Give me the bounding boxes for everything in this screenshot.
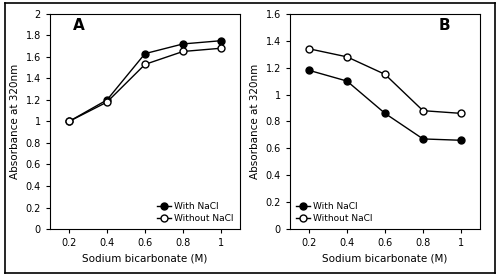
Text: A: A [73, 18, 85, 33]
Line: Without NaCl: Without NaCl [306, 45, 464, 117]
Y-axis label: Absorbance at 320nm: Absorbance at 320nm [10, 64, 20, 179]
With NaCl [344, 79, 350, 83]
With NaCl [104, 98, 110, 102]
With NaCl [66, 120, 72, 123]
With NaCl [382, 112, 388, 115]
With NaCl [306, 69, 312, 72]
Line: With NaCl: With NaCl [306, 67, 464, 144]
Without NaCl [344, 55, 350, 59]
Without NaCl [180, 50, 186, 53]
Line: With NaCl: With NaCl [66, 37, 224, 125]
Without NaCl [382, 73, 388, 76]
X-axis label: Sodium bicarbonate (M): Sodium bicarbonate (M) [82, 254, 208, 264]
With NaCl [218, 39, 224, 42]
With NaCl [458, 139, 464, 142]
Legend: With NaCl, Without NaCl: With NaCl, Without NaCl [294, 200, 375, 225]
Without NaCl [104, 100, 110, 104]
With NaCl [142, 52, 148, 55]
Without NaCl [420, 109, 426, 112]
Legend: With NaCl, Without NaCl: With NaCl, Without NaCl [155, 200, 236, 225]
With NaCl [420, 137, 426, 140]
X-axis label: Sodium bicarbonate (M): Sodium bicarbonate (M) [322, 254, 448, 264]
Line: Without NaCl: Without NaCl [66, 45, 224, 125]
Without NaCl [142, 63, 148, 66]
Without NaCl [458, 112, 464, 115]
Y-axis label: Absorbance at 320nm: Absorbance at 320nm [250, 64, 260, 179]
Without NaCl [218, 47, 224, 50]
Without NaCl [306, 47, 312, 51]
With NaCl [180, 42, 186, 46]
Text: B: B [438, 18, 450, 33]
Without NaCl [66, 120, 72, 123]
